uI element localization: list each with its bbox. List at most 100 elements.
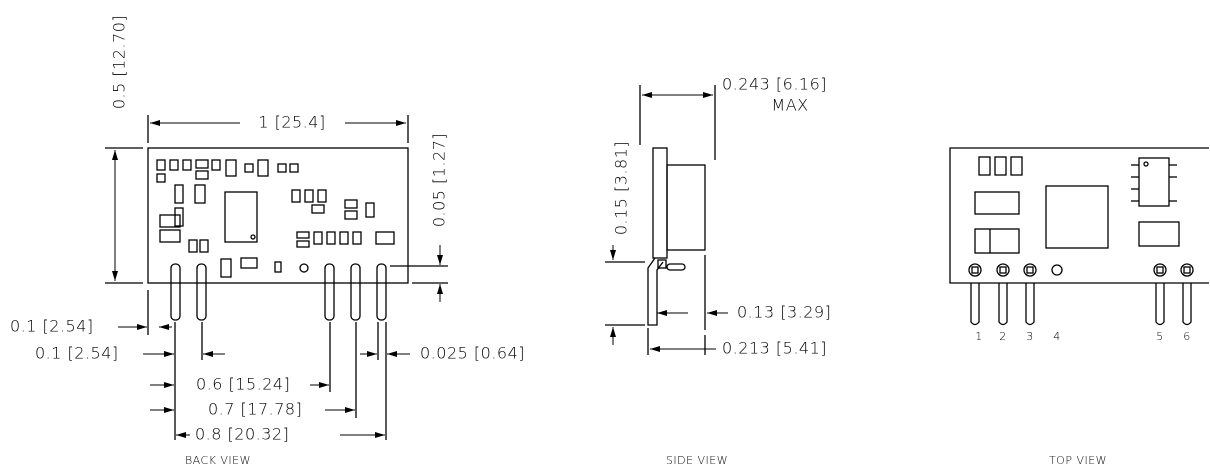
outline xyxy=(657,259,667,269)
outline xyxy=(1025,283,1035,326)
outline xyxy=(1138,221,1180,247)
outline xyxy=(296,231,310,239)
outline xyxy=(199,239,209,253)
outline xyxy=(169,159,179,171)
outline xyxy=(250,234,256,240)
outline xyxy=(647,257,664,326)
outline xyxy=(296,240,310,248)
outline xyxy=(339,231,349,245)
depth-dim: 0.213 [5.41] xyxy=(722,339,827,358)
outline xyxy=(978,156,991,176)
outline xyxy=(224,191,258,243)
outline xyxy=(244,163,254,173)
outline xyxy=(970,283,980,326)
outline xyxy=(1180,263,1194,277)
outline xyxy=(968,263,982,277)
outline xyxy=(211,159,221,171)
pin-pads xyxy=(968,263,1194,277)
outline xyxy=(299,263,309,273)
outline xyxy=(344,199,358,209)
outline xyxy=(225,159,237,177)
outline xyxy=(240,257,258,269)
outline xyxy=(1183,266,1191,274)
outline xyxy=(998,283,1008,326)
outline xyxy=(170,263,181,321)
outline xyxy=(326,231,336,245)
pitch-dim: 0.1 [2.54] xyxy=(10,317,94,336)
pin-label: 6 xyxy=(1183,330,1191,343)
outline xyxy=(195,159,209,169)
outline xyxy=(1010,156,1023,176)
outline xyxy=(156,173,166,183)
outline xyxy=(1153,263,1167,277)
outline xyxy=(147,147,409,284)
outline xyxy=(188,239,198,253)
outline xyxy=(220,258,232,278)
outline xyxy=(376,263,387,321)
thickness-dim: 0.243 [6.16] xyxy=(722,75,827,94)
span-dim: 0.6 [15.24] xyxy=(196,375,290,394)
outline xyxy=(277,163,287,173)
back-view: 1 [25.4] 0.5 [12.70] 0.05 [1.27] 0.1 [2.… xyxy=(10,15,525,467)
height-dim: 0.5 [12.70] xyxy=(110,15,129,109)
outline xyxy=(1182,283,1192,326)
outline xyxy=(317,189,327,203)
outline xyxy=(291,189,301,203)
top-view: 1 2 3 4 5 6 TOP VIEW xyxy=(949,147,1209,467)
pin-width-dim: 0.025 [0.64] xyxy=(420,344,525,363)
outline xyxy=(195,170,209,180)
outline xyxy=(289,163,299,173)
outline xyxy=(324,263,335,321)
outline xyxy=(652,147,668,259)
outline xyxy=(304,189,314,203)
pin-labels: 1 2 3 4 5 6 xyxy=(975,330,1191,343)
outline xyxy=(159,214,181,228)
pin-label: 1 xyxy=(975,330,983,343)
pin-length-dim: 0.15 [3.81] xyxy=(612,141,631,235)
outline xyxy=(996,263,1010,277)
outline xyxy=(344,210,358,220)
pitch-dim: 0.1 [2.54] xyxy=(35,344,119,363)
outline xyxy=(1143,161,1149,167)
outline xyxy=(365,202,375,218)
pins xyxy=(970,283,1192,326)
standoff-dim: 0.05 [1.27] xyxy=(430,133,449,227)
outline xyxy=(194,184,206,204)
outline xyxy=(1155,283,1165,326)
offset-dim: 0.13 [3.29] xyxy=(737,303,831,322)
outline xyxy=(949,147,1209,284)
outline xyxy=(311,204,325,214)
outline xyxy=(350,263,361,321)
outline xyxy=(313,231,323,245)
pin-label: 4 xyxy=(1053,330,1061,343)
outline xyxy=(182,159,192,171)
outline xyxy=(274,261,282,273)
outline xyxy=(994,156,1007,176)
outline xyxy=(971,266,979,274)
pin-label: 2 xyxy=(999,330,1007,343)
outline xyxy=(352,231,362,245)
outline xyxy=(974,191,1020,215)
outline xyxy=(1023,263,1037,277)
view-label: SIDE VIEW xyxy=(666,454,728,467)
outline xyxy=(257,159,269,177)
pin-label: 3 xyxy=(1026,330,1034,343)
side-view: 0.243 [6.16] MAX 0.15 [3.81] 0.13 [3.29]… xyxy=(605,75,831,467)
outline xyxy=(666,164,706,251)
outline xyxy=(174,207,184,227)
outline xyxy=(159,229,181,243)
outline xyxy=(974,228,1020,254)
outline xyxy=(174,184,184,204)
outline xyxy=(375,231,395,245)
thickness-note: MAX xyxy=(771,96,808,115)
outline xyxy=(1138,157,1170,207)
outline xyxy=(1045,185,1109,249)
span-dim: 0.8 [20.32] xyxy=(195,425,289,444)
outline xyxy=(1156,266,1164,274)
outline xyxy=(156,159,166,171)
pin-label: 5 xyxy=(1156,330,1164,343)
outline xyxy=(999,266,1007,274)
